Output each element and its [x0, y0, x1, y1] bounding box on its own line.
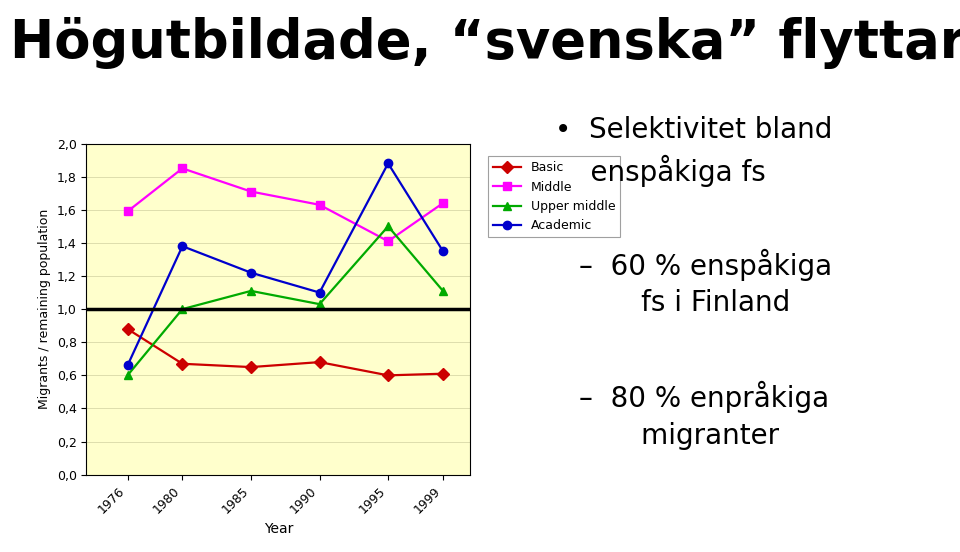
Middle [382, 238, 394, 245]
Middle [437, 200, 448, 206]
Upper middle [437, 288, 448, 294]
Middle [314, 201, 325, 208]
Upper middle [177, 306, 188, 312]
Line: Upper middle: Upper middle [124, 222, 447, 380]
Basic [382, 372, 394, 379]
Academic [245, 269, 256, 276]
Y-axis label: Migrants / remaining population: Migrants / remaining population [38, 209, 51, 409]
Basic [314, 359, 325, 365]
Line: Academic: Academic [124, 159, 447, 370]
Academic [177, 243, 188, 250]
Basic [245, 364, 256, 370]
Line: Middle: Middle [124, 164, 447, 246]
Upper middle [245, 288, 256, 294]
Text: –  60 % enspåkiga
       fs i Finland: – 60 % enspåkiga fs i Finland [580, 248, 832, 317]
Line: Basic: Basic [124, 325, 447, 380]
Academic [382, 160, 394, 167]
Middle [245, 188, 256, 195]
Academic [122, 362, 133, 369]
Basic [437, 370, 448, 377]
Upper middle [122, 372, 133, 379]
Text: –  80 % enpråkiga
       migranter: – 80 % enpråkiga migranter [580, 381, 829, 450]
X-axis label: Year: Year [264, 522, 293, 535]
Middle [122, 208, 133, 215]
Upper middle [314, 301, 325, 307]
Basic [122, 326, 133, 332]
Text: Högutbildade, “svenska” flyttare: Högutbildade, “svenska” flyttare [10, 17, 960, 68]
Basic [177, 360, 188, 367]
Academic [314, 289, 325, 296]
Middle [177, 165, 188, 172]
Text: •  Selektivitet bland
    enspåkiga fs: • Selektivitet bland enspåkiga fs [555, 116, 832, 187]
Upper middle [382, 223, 394, 230]
Academic [437, 248, 448, 254]
Legend: Basic, Middle, Upper middle, Academic: Basic, Middle, Upper middle, Academic [489, 156, 620, 237]
